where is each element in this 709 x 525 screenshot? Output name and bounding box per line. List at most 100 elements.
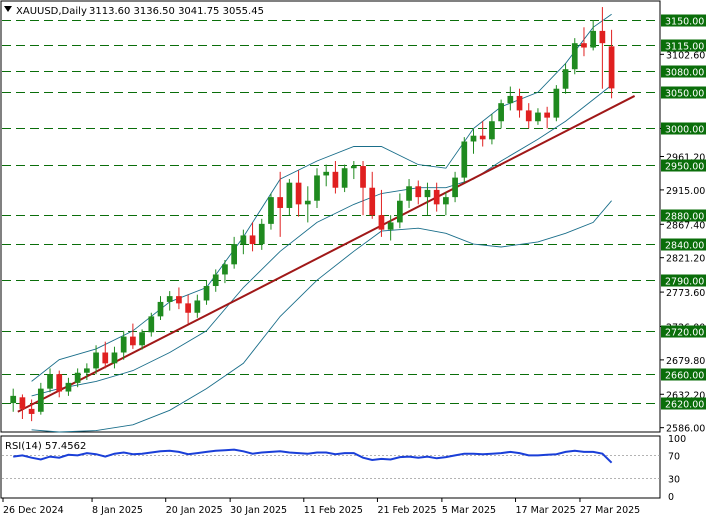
main-panel-frame: [0, 0, 661, 433]
candle-bear: [516, 95, 523, 111]
price-tick-label: 2679.80: [666, 356, 705, 367]
candle-bear: [608, 46, 615, 89]
candle-bear: [581, 43, 587, 48]
price-tick-label: 2821.20: [666, 254, 705, 265]
candle-bull: [222, 264, 228, 275]
candle-bull: [571, 43, 578, 70]
candle-bull: [166, 296, 173, 302]
candle-bull: [212, 274, 219, 287]
candle-bull: [323, 171, 330, 176]
candle-bull: [268, 197, 274, 224]
candle-bear: [479, 135, 486, 140]
candle-bull: [396, 200, 403, 223]
candle-bear: [360, 166, 366, 188]
candle-bear: [19, 397, 26, 409]
candle-bull: [443, 197, 449, 205]
rsi-axis: 100 70 30 0: [668, 434, 686, 503]
rsi-tick-label: 0: [668, 492, 674, 503]
candle-bear: [176, 296, 182, 304]
candle-bear: [249, 235, 256, 245]
candle-bull: [231, 244, 238, 265]
candle-bull: [203, 286, 210, 301]
candle-bear: [599, 30, 606, 44]
candle-bull: [535, 112, 541, 122]
symbol-dropdown-icon[interactable]: [4, 6, 12, 12]
level-label-bg: [661, 325, 706, 338]
trendline-layer: [17, 95, 636, 413]
level-label: 3080.00: [665, 68, 704, 79]
time-tick-label: 27 Mar 2025: [580, 505, 640, 516]
candle-bear: [130, 336, 136, 346]
candle-bull: [424, 189, 431, 198]
candle-bear: [433, 189, 440, 205]
time-axis: 26 Dec 2024 8 Jan 2025 20 Jan 2025 30 Jan 2…: [2, 498, 640, 516]
rsi-tick-label: 30: [668, 475, 680, 486]
price-tick-label: 3102.60: [666, 50, 705, 61]
candle-bear: [525, 110, 532, 122]
candle-bull: [286, 182, 293, 208]
candle-bull: [314, 175, 320, 201]
level-label: 2720.00: [665, 328, 704, 339]
level-label: 3000.00: [665, 125, 704, 136]
candle-bear: [378, 215, 385, 230]
candle-bull: [37, 388, 44, 412]
symbol-label: XAUUSD,Daily: [16, 6, 87, 17]
candle-bull: [120, 336, 127, 353]
price-tick-label: 2632.20: [666, 390, 705, 401]
candle-bull: [498, 103, 504, 122]
candle-bull: [47, 374, 53, 389]
time-tick-label: 21 Feb 2025: [377, 505, 436, 516]
level-labels: 3150.00 3115.00 3080.00 3050.00 3000.00 2950.…: [661, 14, 706, 411]
level-label: 2620.00: [665, 400, 704, 411]
rsi-panel-frame: [0, 435, 661, 499]
level-label-bg: [661, 159, 706, 172]
time-tick-label: 17 Mar 2025: [516, 505, 576, 516]
candle-bull: [489, 121, 495, 140]
candle-bull: [553, 88, 560, 118]
level-label-bg: [661, 122, 706, 135]
level-label: 3150.00: [665, 17, 704, 28]
rsi-indicator: [2, 448, 660, 480]
level-label: 2660.00: [665, 371, 704, 382]
candle-bull: [350, 166, 357, 169]
candle-bull: [93, 352, 99, 369]
candle-bear: [369, 187, 376, 216]
candle-bull: [111, 352, 118, 364]
candle-bear: [295, 182, 302, 205]
candle-bull: [157, 301, 164, 317]
price-tick-label: 2586.00: [666, 424, 705, 435]
candle-bear: [56, 374, 63, 392]
candle-bull: [83, 368, 90, 373]
ohlc-values: 3113.60 3136.50 3041.75 3055.45: [89, 6, 264, 17]
level-label-bg: [661, 39, 706, 52]
candle-bear: [415, 186, 422, 198]
level-label-bg: [661, 14, 706, 27]
level-label: 3115.00: [665, 42, 704, 53]
level-label: 2840.00: [665, 241, 704, 252]
level-label-bg: [661, 274, 706, 287]
rsi-tick-label: 70: [668, 451, 680, 462]
candle-bull: [562, 69, 569, 89]
level-label-bg: [661, 65, 706, 78]
time-tick-label: 30 Jan 2025: [230, 505, 287, 516]
level-label-bg: [661, 238, 706, 251]
candle-bear: [544, 112, 551, 118]
level-label: 2880.00: [665, 212, 704, 223]
candle-bear: [277, 197, 284, 208]
candle-bull: [194, 300, 201, 313]
level-label: 3050.00: [665, 89, 704, 100]
candle-bull: [139, 332, 145, 346]
rsi-tick-label: 100: [668, 434, 686, 445]
price-tick-label: 2867.40: [666, 220, 705, 231]
level-label-bg: [661, 86, 706, 99]
candle-bull: [470, 135, 477, 142]
candle-bull: [148, 316, 155, 333]
level-label-bg: [661, 368, 706, 381]
candlesticks: [10, 7, 615, 422]
candle-bull: [452, 177, 458, 198]
time-tick-label: 20 Jan 2025: [166, 505, 223, 516]
candle-bull: [74, 372, 81, 383]
bollinger-middle-line: [31, 84, 612, 397]
